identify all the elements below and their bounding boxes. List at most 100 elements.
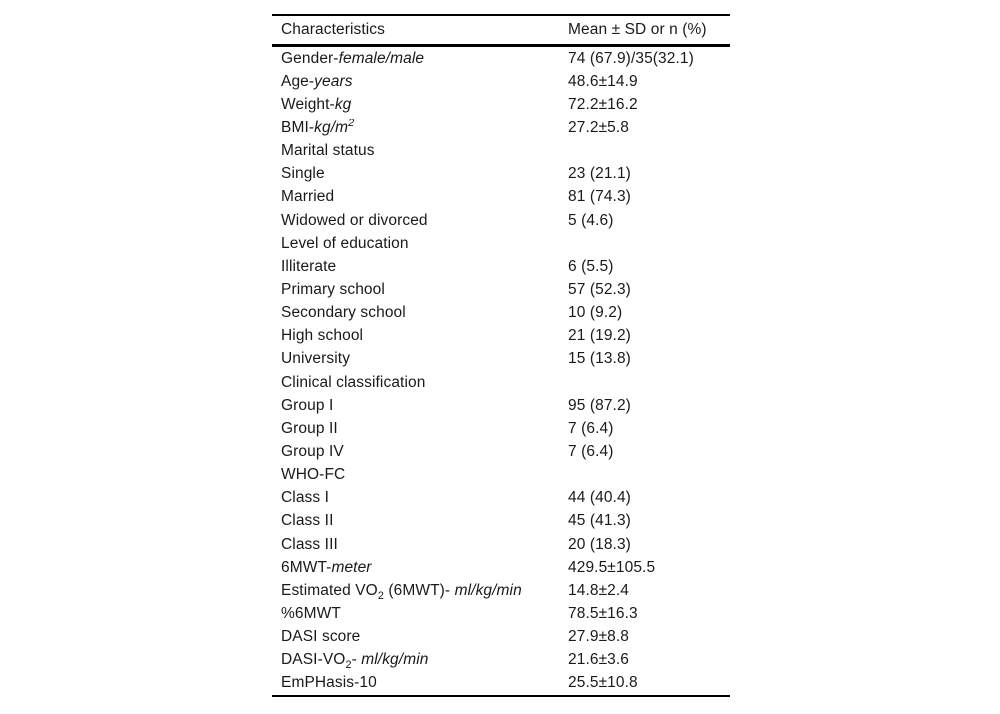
row-label: Age-years: [272, 73, 568, 91]
row-label-segment: Widowed or divorced: [281, 211, 428, 229]
row-label-segment: Gender-: [281, 49, 339, 67]
row-label: University: [272, 350, 568, 368]
row-label: Married: [272, 188, 568, 206]
row-label: Primary school: [272, 281, 568, 299]
row-label-segment: WHO-FC: [281, 466, 346, 484]
row-label: EmPHasis-10: [272, 674, 568, 692]
row-label: Marital status: [272, 142, 568, 160]
table-row: Age-years 48.6±14.9: [272, 70, 730, 93]
row-label: %6MWT: [272, 605, 568, 623]
row-value: 7 (6.4): [568, 419, 614, 437]
row-label-segment: meter: [331, 558, 372, 576]
table-row: DASI-VO2- ml/kg/min 21.6±3.6: [272, 649, 730, 672]
row-label: DASI score: [272, 628, 568, 646]
row-label-segment: Level of education: [281, 234, 409, 252]
row-label: Clinical classification: [272, 374, 568, 392]
table-row: EmPHasis-10 25.5±10.8: [272, 672, 730, 695]
row-label: Widowed or divorced: [272, 212, 568, 230]
row-label-segment: High school: [281, 327, 364, 345]
row-label-segment: female/male: [338, 49, 425, 67]
table-row: Group II 7 (6.4): [272, 417, 730, 440]
row-label-segment: 2: [377, 589, 384, 600]
table-row: Single 23 (21.1): [272, 163, 730, 186]
row-value: 95 (87.2): [568, 396, 631, 414]
row-value: 14.8±2.4: [568, 581, 630, 599]
row-value: 48.6±14.9: [568, 72, 638, 90]
row-value: 10 (9.2): [568, 304, 623, 322]
row-label-segment: kg/m: [314, 118, 349, 136]
row-label: Class II: [272, 512, 568, 530]
table-row: 6MWT-meter 429.5±105.5: [272, 556, 730, 579]
row-label-segment: 2: [348, 118, 355, 129]
row-value: 7 (6.4): [568, 442, 614, 460]
row-label: Level of education: [272, 235, 568, 253]
row-label: Gender-female/male: [272, 50, 568, 68]
row-label-segment: EmPHasis-10: [281, 674, 377, 692]
row-value: 25.5±10.8: [568, 674, 638, 692]
table-row: Group IV 7 (6.4): [272, 440, 730, 463]
row-label-segment: Marital status: [281, 142, 375, 160]
table-row: Class II 45 (41.3): [272, 510, 730, 533]
row-label: Class I: [272, 489, 568, 507]
row-label-segment: years: [314, 72, 353, 90]
table-row: Level of education: [272, 232, 730, 255]
row-label-segment: Age-: [281, 72, 315, 90]
characteristics-table: Characteristics Mean ± SD or n (%) Gende…: [272, 14, 730, 697]
row-label-segment: %6MWT: [281, 604, 341, 622]
row-label-segment: BMI-: [281, 118, 315, 136]
table-row: University 15 (13.8): [272, 348, 730, 371]
row-label: WHO-FC: [272, 466, 568, 484]
row-label: Weight-kg: [272, 96, 568, 114]
table-row: Illiterate 6 (5.5): [272, 255, 730, 278]
row-value: 45 (41.3): [568, 512, 631, 530]
table-row: BMI-kg/m2 27.2±5.8: [272, 116, 730, 139]
row-label-segment: 2: [345, 659, 352, 670]
row-value: 44 (40.4): [568, 489, 631, 507]
row-label-segment: Clinical classification: [281, 373, 426, 391]
row-label: Illiterate: [272, 258, 568, 276]
row-label-segment: Primary school: [281, 280, 385, 298]
row-label-segment: Secondary school: [281, 304, 406, 322]
table-row: Marital status: [272, 140, 730, 163]
table-row: Class I 44 (40.4): [272, 487, 730, 510]
row-label-segment: Single: [281, 165, 325, 183]
row-label: Estimated VO2 (6MWT)- ml/kg/min: [272, 582, 568, 600]
row-value: 74 (67.9)/35(32.1): [568, 49, 694, 67]
table-row: Married 81 (74.3): [272, 186, 730, 209]
table-body: Gender-female/male 74 (67.9)/35(32.1) Age-…: [272, 47, 730, 695]
table-row: High school 21 (19.2): [272, 325, 730, 348]
row-label-segment: Estimated VO: [281, 581, 378, 599]
row-label-segment: Illiterate: [281, 257, 337, 275]
row-label: Single: [272, 165, 568, 183]
row-value: 429.5±105.5: [568, 558, 656, 576]
row-label: Group II: [272, 420, 568, 438]
row-label-segment: Group I: [281, 396, 334, 414]
row-label-segment: Weight-: [281, 95, 335, 113]
table-row: Gender-female/male 74 (67.9)/35(32.1): [272, 47, 730, 70]
row-label: Group I: [272, 397, 568, 415]
row-label-segment: (6MWT)-: [383, 581, 455, 599]
header-characteristics: Characteristics: [281, 21, 385, 38]
row-label-segment: ml/kg/min: [361, 651, 429, 669]
row-label-segment: Class II: [281, 512, 334, 530]
table-row: Estimated VO2 (6MWT)- ml/kg/min 14.8±2.4: [272, 579, 730, 602]
row-label-segment: University: [281, 350, 351, 368]
row-label-segment: Class I: [281, 489, 330, 507]
row-label: Secondary school: [272, 304, 568, 322]
row-label: Class III: [272, 536, 568, 554]
row-value: 78.5±16.3: [568, 604, 638, 622]
row-value: 27.2±5.8: [568, 118, 630, 136]
row-value: 21 (19.2): [568, 327, 631, 345]
row-value: 21.6±3.6: [568, 651, 630, 669]
table-row: Secondary school 10 (9.2): [272, 302, 730, 325]
row-label: DASI-VO2- ml/kg/min: [272, 651, 568, 669]
row-label-segment: Class III: [281, 535, 338, 553]
row-label: BMI-kg/m2: [272, 119, 568, 137]
header-value: Mean ± SD or n (%): [568, 21, 707, 38]
row-value: 23 (21.1): [568, 165, 631, 183]
table-row: Group I 95 (87.2): [272, 394, 730, 417]
row-label-segment: -: [351, 651, 362, 669]
row-label-segment: ml/kg/min: [454, 581, 522, 599]
table-row: WHO-FC: [272, 464, 730, 487]
table-row: %6MWT 78.5±16.3: [272, 602, 730, 625]
